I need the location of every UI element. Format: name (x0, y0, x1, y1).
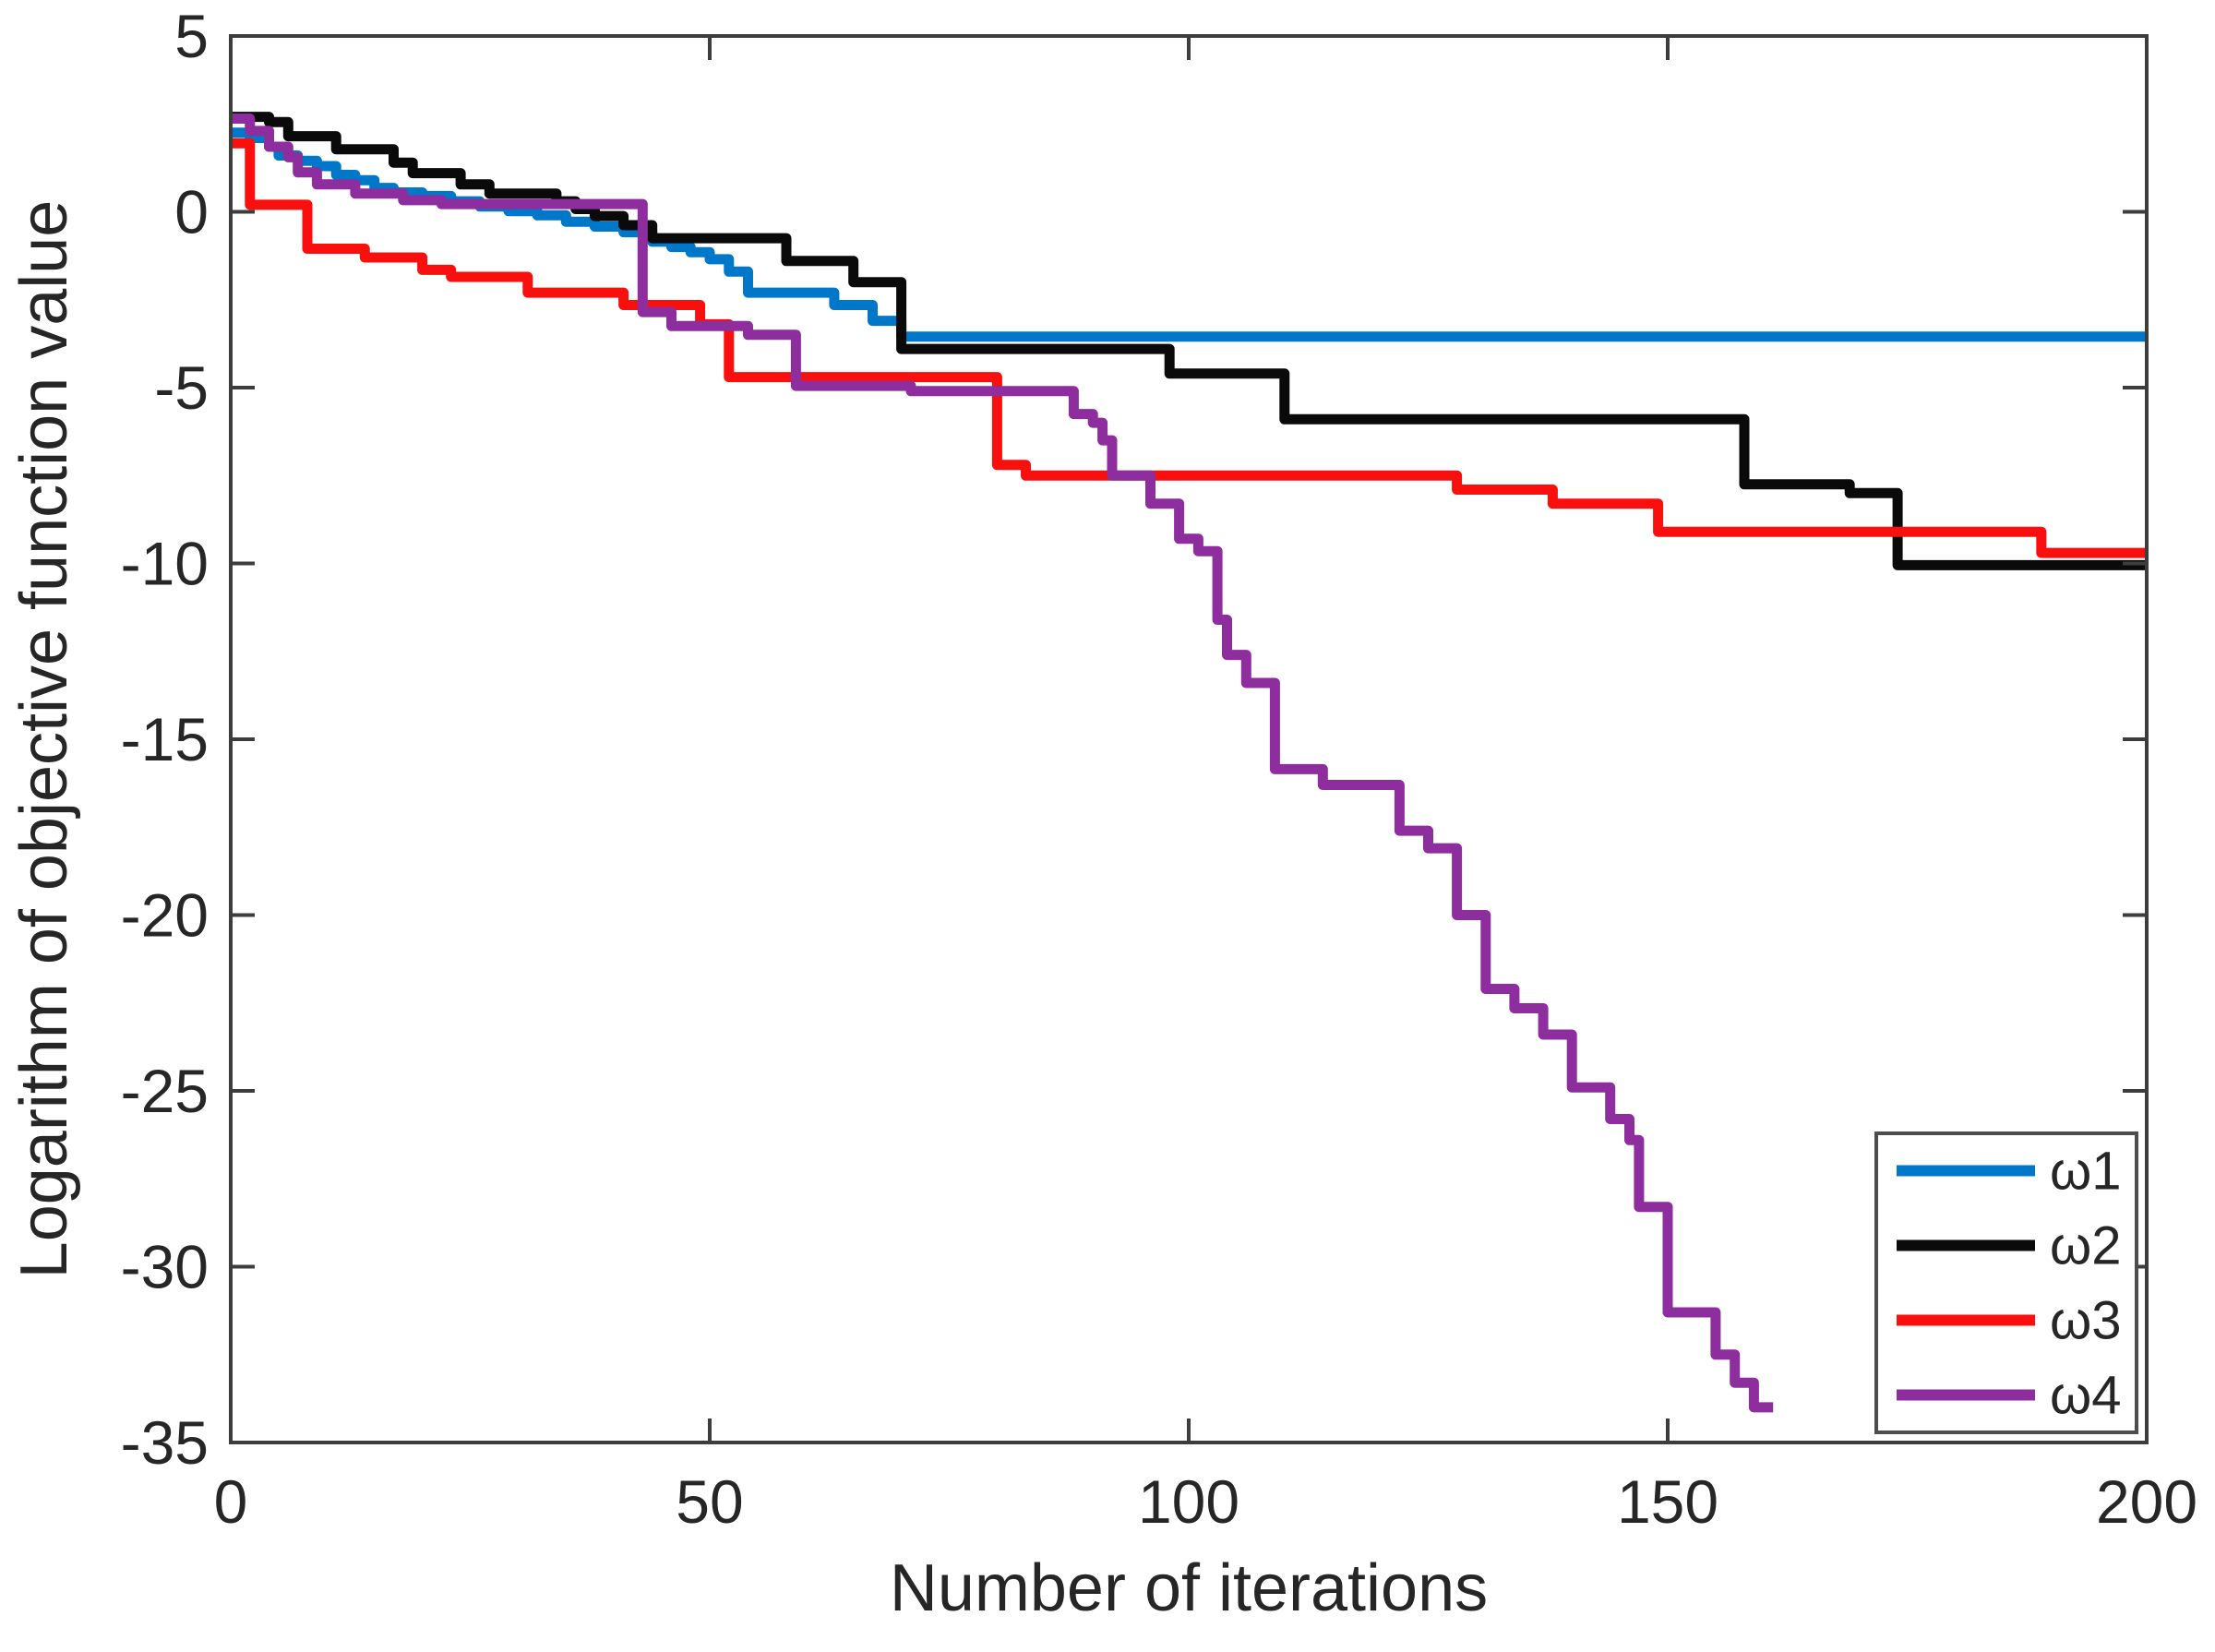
axis-ticks (229, 34, 2149, 1444)
plot-area (231, 36, 2147, 1443)
y-tick-label: 5 (174, 2, 209, 70)
series-group (231, 112, 2147, 1413)
legend: ω1 ω2 ω3 ω4 (1874, 1131, 2138, 1434)
legend-label-4: ω4 (2050, 1366, 2122, 1426)
series-line-3 (231, 138, 2147, 558)
x-tick-label: 0 (214, 1467, 248, 1536)
y-tick-label: 0 (174, 178, 209, 246)
x-tick-label: 150 (1617, 1467, 1718, 1536)
series-line-4 (231, 114, 1774, 1413)
y-tick-label: -30 (121, 1233, 209, 1301)
x-tick-label: 200 (2096, 1467, 2197, 1536)
y-axis-title: Logarithm of objective function value (7, 200, 81, 1279)
legend-label-2: ω2 (2050, 1216, 2122, 1276)
y-tick-label: -15 (121, 705, 209, 773)
y-tick-label: -25 (121, 1057, 209, 1125)
y-tick-label: -5 (154, 353, 209, 422)
x-tick-label: 100 (1138, 1467, 1239, 1536)
series-line-1 (231, 127, 2147, 342)
y-tick-label: -20 (121, 881, 209, 950)
y-tick-label: -35 (121, 1408, 209, 1477)
x-tick-label: 50 (676, 1467, 743, 1536)
legend-box (1874, 1131, 2138, 1434)
legend-label-3: ω3 (2050, 1291, 2122, 1351)
y-tick-label: -10 (121, 530, 209, 598)
series-line-2 (231, 112, 2147, 570)
x-axis-title: Number of iterations (890, 1551, 1488, 1625)
legend-label-1: ω1 (2050, 1142, 2122, 1202)
